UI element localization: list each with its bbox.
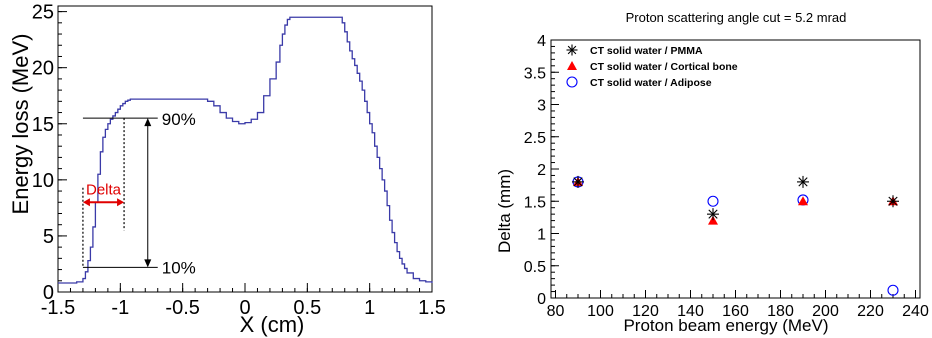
x-tick-label: 1.5 <box>418 297 446 319</box>
chart-title: Proton scattering angle cut = 5.2 mrad <box>626 10 847 25</box>
x-tick-label: 160 <box>722 303 749 320</box>
data-point-circle <box>707 195 719 207</box>
plot-frame <box>57 5 433 293</box>
asterisk-stroke <box>798 177 808 187</box>
legend-marker-circle <box>566 76 578 88</box>
y-tick-label: 25 <box>32 2 54 24</box>
x-tick-label: -0.5 <box>165 297 199 319</box>
y-tick-label: 1.5 <box>524 194 546 211</box>
label-10-percent: 10% <box>162 258 196 277</box>
x-tick-label: 140 <box>677 303 704 320</box>
legend-marker-asterisk <box>566 44 578 56</box>
x-tick-label: -1 <box>111 297 129 319</box>
energy-loss-chart: -1.5 -1 -0.5 0 0.5 1 1.5 0 5 10 15 20 25 X (cm) Energy… <box>8 2 446 337</box>
y-tick-label: 0 <box>537 291 546 308</box>
asterisk-stroke <box>708 209 718 219</box>
x-tick-label: 120 <box>632 303 659 320</box>
legend-entry-label: CT solid water / Adipose <box>590 77 712 89</box>
y-tick-label: 3.5 <box>524 65 546 82</box>
asterisk-stroke <box>567 45 577 55</box>
y-tick-label: 4 <box>537 33 546 50</box>
data-point-triangle <box>798 196 808 206</box>
asterisk-stroke <box>888 196 898 206</box>
x-tick-label: 0 <box>239 297 250 319</box>
delta-vs-energy-chart: Proton scattering angle cut = 5.2 mrad 80… <box>495 10 929 335</box>
x-axis-label: X (cm) <box>240 312 305 337</box>
y-tick-label: 2 <box>537 162 546 179</box>
y-tick-label: 3 <box>537 98 546 115</box>
delta-label: Delta <box>86 181 122 198</box>
x-tick-label: 180 <box>767 303 794 320</box>
energy-loss-series-line <box>58 16 433 284</box>
y-axis-label: Energy loss (MeV) <box>8 34 33 215</box>
range-arrowhead-bottom <box>144 259 152 268</box>
y-tick-label: 15 <box>32 114 54 136</box>
y-tick-label: 1 <box>537 227 546 244</box>
data-point-circle <box>887 284 899 296</box>
x-tick-label: 200 <box>812 303 839 320</box>
legend-entry-label: CT solid water / PMMA <box>590 45 703 57</box>
label-90-percent: 90% <box>162 110 196 129</box>
range-arrowhead-top <box>144 118 152 127</box>
x-tick-label: 240 <box>902 303 929 320</box>
delta-arrowhead-right <box>117 198 125 207</box>
x-tick-label: 1 <box>364 297 375 319</box>
data-point-asterisk <box>887 195 899 208</box>
y-tick-label: 0 <box>43 282 54 304</box>
y-tick-label: 5 <box>43 226 54 248</box>
data-point-asterisk <box>707 208 719 221</box>
y-tick-label: 10 <box>32 170 54 192</box>
delta-arrowhead-left <box>82 198 90 207</box>
x-tick-label: 220 <box>857 303 884 320</box>
x-tick-label: 80 <box>547 303 565 320</box>
asterisk-stroke <box>573 177 583 187</box>
x-tick-label: 100 <box>587 303 614 320</box>
x-axis-label: Proton beam energy (MeV) <box>623 316 828 335</box>
data-point-asterisk <box>572 175 584 188</box>
y-tick-label: 0.5 <box>524 259 546 276</box>
y-axis-label: Delta (mm) <box>495 169 514 253</box>
y-tick-label: 20 <box>32 58 54 80</box>
data-point-asterisk <box>797 175 809 188</box>
x-tick-label: -1.5 <box>41 297 75 319</box>
x-tick-label: 0.5 <box>293 297 321 319</box>
legend-marker-triangle <box>567 61 577 70</box>
y-tick-label: 2.5 <box>524 130 546 147</box>
legend-entry-label: CT solid water / Cortical bone <box>590 61 738 73</box>
